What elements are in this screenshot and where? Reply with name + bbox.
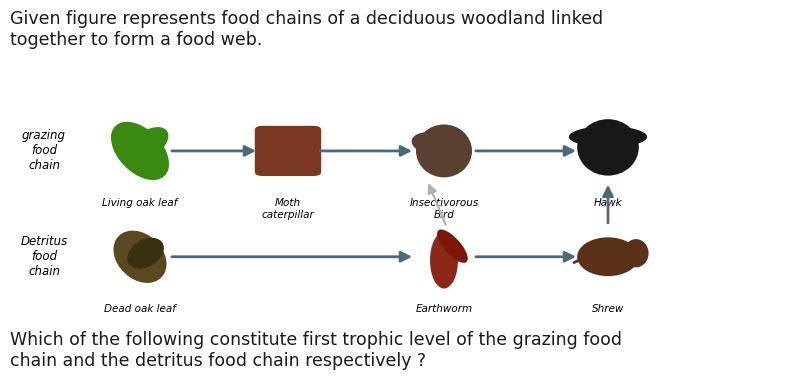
Ellipse shape [114,230,166,283]
Text: Given figure represents food chains of a deciduous woodland linked
together to f: Given figure represents food chains of a… [10,10,602,49]
Text: Moth
caterpillar: Moth caterpillar [262,198,314,220]
Ellipse shape [623,239,649,267]
Ellipse shape [416,125,472,178]
Ellipse shape [578,238,638,276]
Ellipse shape [430,232,458,289]
Text: Detritus
food
chain: Detritus food chain [20,235,68,278]
Ellipse shape [412,132,454,156]
Ellipse shape [127,238,164,269]
Text: Hawk: Hawk [594,198,622,208]
Text: Shrew: Shrew [592,304,624,314]
Text: grazing
food
chain: grazing food chain [22,129,66,172]
Text: Insectivorous
Bird: Insectivorous Bird [410,198,478,220]
Ellipse shape [111,122,169,180]
Text: Which of the following constitute first trophic level of the grazing food
chain : Which of the following constitute first … [10,331,622,370]
Text: Earthworm: Earthworm [415,304,473,314]
FancyBboxPatch shape [254,126,321,176]
Ellipse shape [128,127,169,161]
Ellipse shape [437,230,468,263]
Text: Dead oak leaf: Dead oak leaf [104,304,176,314]
Text: Living oak leaf: Living oak leaf [102,198,178,208]
Ellipse shape [569,126,647,147]
Ellipse shape [578,119,638,176]
